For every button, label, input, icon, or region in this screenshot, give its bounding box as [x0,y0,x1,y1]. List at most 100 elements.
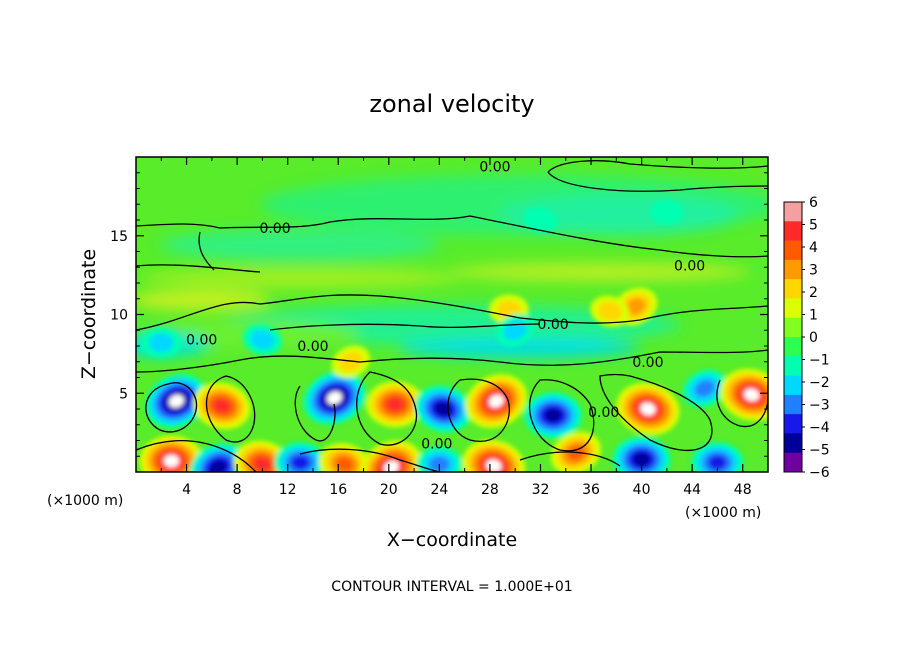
field-feature-band [567,445,585,461]
contour-label: 0.00 [588,405,619,421]
x-tick-label: 40 [633,482,651,498]
field-feature-band [386,397,404,411]
colorbar-swatch [784,221,802,242]
colorbar-tick-label: −5 [809,443,830,459]
colorbar-swatch [784,337,802,357]
field-feature-band [708,455,727,470]
field-feature [242,324,283,356]
colorbar-tick-label: −3 [809,398,830,414]
x-tick-label: 12 [279,482,297,498]
field-feature [523,207,558,233]
chart-title: zonal velocity [369,90,534,118]
colorbar-tick-label: −4 [809,420,830,436]
field-feature [462,439,526,472]
colorbar-swatch [784,240,802,261]
field-feature [303,371,366,425]
field-feature-band [163,454,180,468]
field-feature-band [488,394,504,408]
colorbar-tick-label: 1 [809,308,818,324]
colorbar-swatch [784,375,802,396]
field-feature [465,374,528,428]
contour-label: 0.00 [421,437,452,453]
colorbar: 6 5 4 3 2 1 0 −1 −2 −3 −4 −5 −6 [783,195,830,481]
colorbar-swatch [784,394,802,415]
colorbar-tick-label: 2 [809,285,818,301]
y-axis-title: Z−coordinate [78,249,100,379]
field-feature [141,327,182,359]
field-feature-band [625,298,646,315]
contour-label: 0.00 [674,259,705,275]
y-tick-label: 5 [119,386,128,402]
field-feature-band [291,455,310,470]
x-tick-label: 16 [329,482,347,498]
field-feature-band [250,330,275,350]
contour-label: 0.00 [186,333,217,349]
field-feature [190,443,247,472]
x-axis: 4 8 12 16 20 24 28 32 36 40 44 48 [160,157,752,498]
field-feature-band [597,301,623,321]
colorbar-tick-label: −1 [809,353,830,369]
x-tick-label: 8 [233,482,242,498]
field-feature-band [434,402,452,416]
heatmap-field [136,157,768,472]
x-tick-label: 36 [582,482,600,498]
field-feature-band [640,402,656,416]
field-feature-band [383,460,399,472]
contour-label: 0.00 [632,355,663,371]
field-feature [331,345,371,378]
x-tick-label: 24 [430,482,448,498]
y-tick-label: 15 [110,229,128,245]
colorbar-tick-label: −2 [809,375,830,391]
field-feature [524,392,583,439]
x-tick-label: 32 [532,482,550,498]
contour-label: 0.00 [479,159,510,175]
colorbar-tick-label: 4 [809,240,818,256]
colorbar-tick-label: 3 [809,263,818,279]
field-feature-band [254,457,271,471]
contour-labels: 0.00 0.00 0.00 0.00 0.00 0.00 0.00 0.00 0.00 [186,159,705,452]
field-feature-band [339,351,363,372]
colorbar-swatch [784,452,802,473]
colorbar-tick-label: −6 [809,465,830,481]
colorbar-swatch [784,433,802,454]
x-tick-label: 28 [481,482,499,498]
x-unit-right: (×1000 m) [685,505,761,521]
field-feature [590,295,630,327]
colorbar-swatch [784,356,802,377]
colorbar-swatch [784,279,802,299]
field-feature [274,442,327,472]
field-feature [616,382,680,436]
field-feature [318,443,371,472]
contour-label: 0.00 [259,221,290,237]
field-feature [649,199,684,225]
colorbar-tick-label: 0 [809,330,818,346]
contour-interval-note: CONTOUR INTERVAL = 1.000E+01 [331,579,572,595]
contour-label: 0.00 [538,317,569,333]
field-feature-band [633,452,650,466]
field-feature [691,442,744,472]
colorbar-tick-label: 6 [809,195,818,211]
y-axis: 5 10 15 [110,172,768,457]
x-tick-label: 48 [734,482,752,498]
field-feature-band [168,394,184,408]
field-feature-band [210,460,227,472]
field-feature-band [743,388,760,402]
field-feature [612,436,671,472]
contour-label: 0.00 [297,339,328,355]
field-feature-band [523,207,558,233]
colorbar-tick-label: 5 [809,218,818,234]
colorbar-swatch [784,298,802,319]
field-feature [139,435,204,472]
y-tick-label: 10 [110,308,128,324]
field-feature-band [326,391,342,405]
x-axis-title: X−coordinate [387,529,517,551]
field-feature [414,385,472,433]
field-feature [682,369,727,408]
colorbar-swatch [784,259,802,280]
field-feature-band [148,333,174,353]
field-feature [145,374,208,428]
x-tick-label: 4 [182,482,191,498]
field-feature-band [544,408,562,422]
field-feature-band [335,456,354,472]
